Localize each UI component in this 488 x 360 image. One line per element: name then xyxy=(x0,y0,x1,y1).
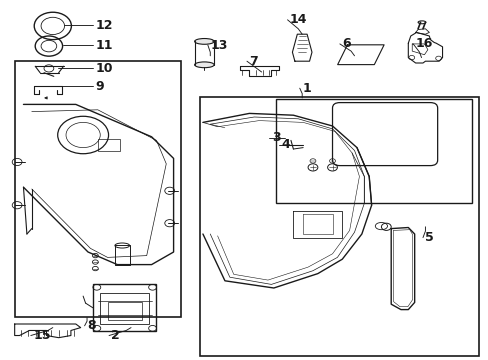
Text: 16: 16 xyxy=(415,37,432,50)
Bar xyxy=(200,97,478,356)
Text: 3: 3 xyxy=(271,131,280,144)
Text: 15: 15 xyxy=(33,329,51,342)
Text: 4: 4 xyxy=(281,138,290,151)
Bar xyxy=(15,61,181,317)
Text: 13: 13 xyxy=(210,39,227,51)
Text: 12: 12 xyxy=(95,19,113,32)
Bar xyxy=(98,139,120,151)
Text: 8: 8 xyxy=(87,319,96,332)
Bar xyxy=(100,293,149,324)
Bar xyxy=(107,302,142,320)
Text: 1: 1 xyxy=(302,82,310,95)
Text: 10: 10 xyxy=(95,62,113,75)
Text: 7: 7 xyxy=(249,55,258,68)
Bar xyxy=(93,284,156,331)
Text: 9: 9 xyxy=(95,80,104,93)
Text: 11: 11 xyxy=(95,39,113,51)
Text: 2: 2 xyxy=(111,329,120,342)
Ellipse shape xyxy=(194,39,214,44)
Ellipse shape xyxy=(194,62,214,68)
Text: 5: 5 xyxy=(425,231,433,244)
Bar xyxy=(276,99,471,203)
Text: 14: 14 xyxy=(289,13,307,26)
Text: 6: 6 xyxy=(342,37,350,50)
